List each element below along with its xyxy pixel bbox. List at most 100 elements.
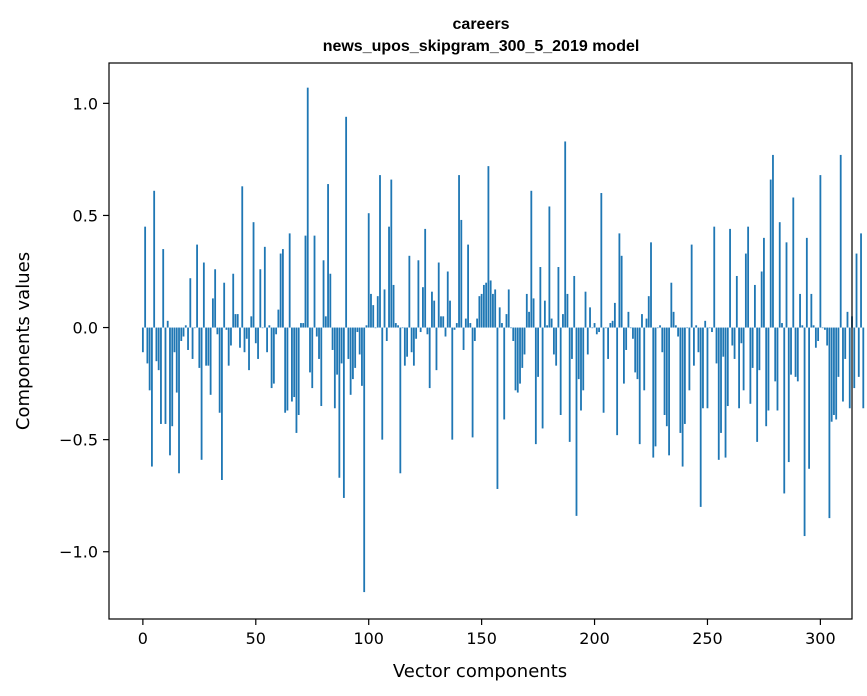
bar — [331, 327, 334, 350]
bar — [214, 269, 217, 328]
bar — [266, 327, 268, 353]
bar — [573, 275, 576, 328]
bar — [584, 291, 587, 328]
bar — [810, 293, 813, 328]
bar — [805, 237, 808, 328]
bar — [688, 327, 691, 391]
bar — [464, 318, 467, 328]
bar — [507, 289, 510, 328]
bar — [480, 293, 483, 328]
bar — [683, 327, 686, 424]
bar — [618, 233, 621, 328]
bar — [855, 253, 858, 328]
bar — [446, 271, 449, 328]
bar — [826, 327, 829, 346]
bar — [650, 242, 652, 328]
x-tick-label: 50 — [246, 629, 266, 648]
bar — [390, 179, 393, 328]
bar — [313, 235, 316, 328]
bar — [559, 327, 562, 415]
bar — [304, 235, 307, 328]
bar — [510, 327, 512, 329]
bar — [848, 327, 851, 409]
bar — [412, 327, 415, 366]
bar — [792, 197, 795, 328]
bar — [537, 327, 539, 377]
bar — [352, 327, 354, 380]
bar — [248, 327, 250, 371]
bar — [589, 307, 591, 328]
x-tick-label: 250 — [692, 629, 723, 648]
bar — [261, 327, 264, 329]
bar — [151, 327, 153, 467]
bar — [686, 327, 689, 329]
bar — [403, 327, 406, 366]
bar — [327, 184, 329, 328]
bar — [720, 327, 722, 433]
bar — [857, 327, 860, 377]
bar — [751, 327, 754, 368]
bar — [611, 320, 614, 328]
bar — [647, 296, 650, 328]
bar — [862, 327, 865, 409]
bar — [487, 166, 490, 328]
bar — [268, 325, 271, 328]
x-axis-label: Vector components — [393, 661, 567, 682]
bar — [738, 327, 740, 409]
bar — [460, 219, 463, 328]
bar — [476, 318, 479, 328]
bar — [207, 327, 210, 366]
bar — [442, 316, 445, 328]
bar — [812, 325, 815, 328]
bar — [385, 327, 388, 341]
bar — [833, 327, 835, 415]
bar — [365, 325, 368, 328]
bar — [315, 327, 318, 337]
y-tick-label: 0.0 — [73, 319, 98, 338]
bar — [842, 327, 844, 402]
bar — [595, 327, 598, 335]
bar — [191, 327, 194, 359]
bar — [519, 327, 521, 384]
bar — [607, 327, 609, 359]
bar — [749, 327, 752, 404]
bar — [697, 327, 700, 353]
bar — [582, 327, 585, 391]
bar — [272, 327, 275, 384]
bar — [148, 327, 151, 391]
bar — [715, 327, 718, 364]
bar — [598, 327, 600, 333]
bar — [706, 327, 709, 409]
bar — [230, 327, 232, 346]
bar — [492, 293, 494, 328]
bar — [216, 327, 219, 335]
bar — [157, 327, 160, 371]
bar — [144, 226, 147, 328]
bar — [388, 226, 390, 328]
bar — [523, 327, 526, 355]
bar — [259, 269, 262, 328]
bar — [320, 327, 323, 407]
bar — [189, 278, 192, 328]
bar — [562, 314, 564, 328]
bar — [196, 244, 198, 328]
bar — [218, 327, 221, 413]
bar — [600, 193, 603, 328]
bar — [221, 327, 223, 480]
bar — [695, 325, 698, 328]
bar — [336, 327, 338, 375]
bar — [830, 327, 833, 422]
bar — [309, 327, 311, 373]
bar — [329, 273, 332, 328]
bar — [717, 327, 720, 460]
bar — [808, 327, 810, 469]
bar — [345, 116, 348, 328]
bar — [288, 233, 291, 328]
bar — [539, 267, 542, 328]
bar — [250, 316, 253, 328]
bar — [160, 327, 162, 424]
bar — [198, 327, 201, 368]
bar — [473, 327, 476, 341]
bar — [342, 327, 345, 498]
bar — [586, 327, 589, 355]
